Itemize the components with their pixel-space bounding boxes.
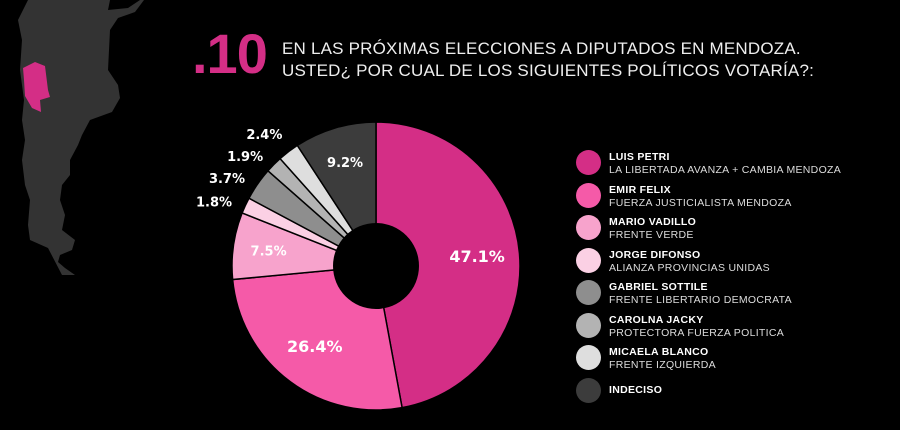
legend-name: MICAELA BLANCO <box>609 346 709 358</box>
argentina-map <box>18 0 144 275</box>
data-label: 9.2% <box>327 156 363 171</box>
legend-party: FRENTE IZQUIERDA <box>609 359 716 371</box>
donut-hole <box>333 223 419 309</box>
question-number: .10 <box>192 22 268 85</box>
question-line-1: EN LAS PRÓXIMAS ELECCIONES A DIPUTADOS E… <box>282 39 801 58</box>
legend-party: PROTECTORA FUERZA POLITICA <box>609 326 785 339</box>
mendoza-highlight-icon <box>23 62 50 112</box>
data-label: 47.1% <box>449 247 505 266</box>
slice-luis-petri <box>375 121 521 409</box>
data-label: 26.4% <box>287 337 343 356</box>
legend-swatch <box>576 280 601 305</box>
legend-name: GABRIEL SOTTILE <box>609 281 708 293</box>
legend-swatch <box>576 312 601 338</box>
legend-party: FRENTE LIBERTARIO DEMOCRATA <box>609 294 792 306</box>
data-label: 7.5% <box>251 245 287 260</box>
legend-party: ALIANZA PROVINCIAS UNIDAS <box>609 261 770 274</box>
data-label: 1.8% <box>196 195 232 210</box>
legend-name: MARIO VADILLO <box>609 216 697 228</box>
argentina-land <box>18 0 144 275</box>
legend-swatch <box>576 215 601 240</box>
legend-name: EMIR FELIX <box>609 183 671 196</box>
data-label: 2.4% <box>246 128 282 143</box>
legend-party: LA LIBERTADA AVANZA + CAMBIA MENDOZA <box>609 164 842 176</box>
legend-name: LUIS PETRI <box>609 151 670 163</box>
legend-swatch <box>576 247 601 273</box>
legend-swatch <box>576 150 601 175</box>
question-line-2: USTED¿ POR CUAL DE LOS SIGUIENTES POLÍTI… <box>282 61 815 80</box>
legend-party: FRENTE VERDE <box>609 229 694 241</box>
legend-name: INDECISO <box>609 383 663 396</box>
legend-swatch <box>576 182 601 208</box>
legend-name: JORGE DIFONSO <box>609 248 701 261</box>
legend-swatch <box>576 345 601 370</box>
legend-swatch <box>576 377 601 403</box>
legend-party: FUERZA JUSTICIALISTA MENDOZA <box>609 196 792 209</box>
data-label: 1.9% <box>227 150 263 165</box>
legend-name: CAROLNA JACKY <box>609 313 704 326</box>
data-label: 3.7% <box>209 172 245 187</box>
